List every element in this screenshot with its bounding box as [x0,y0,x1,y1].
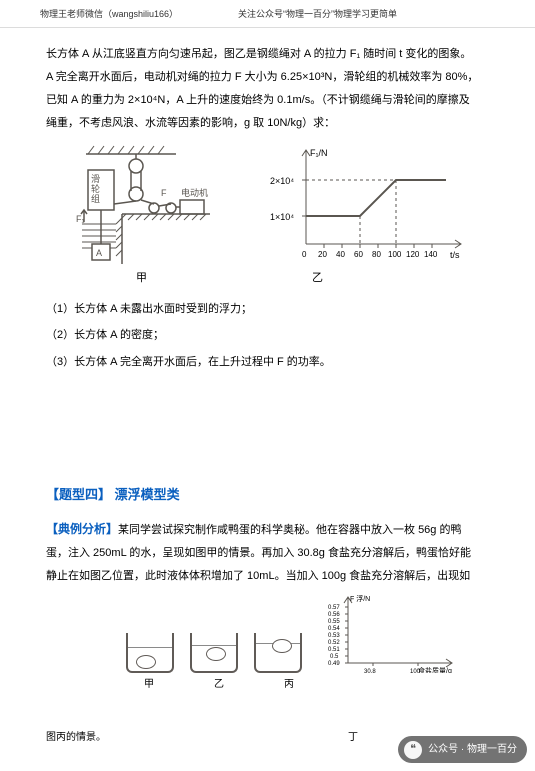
svg-text:60: 60 [354,250,363,259]
svg-text:30.8: 30.8 [364,669,376,673]
svg-text:0: 0 [302,250,307,259]
example-para-1: 【典例分析】某同学尝试探究制作咸鸭蛋的科学奥秘。他在容器中放入一枚 56g 的鸭 [46,518,503,541]
svg-text:0.56: 0.56 [328,612,340,618]
svg-text:0.55: 0.55 [328,619,340,625]
block-label: A [96,248,102,258]
svg-text:80: 80 [372,250,381,259]
svg-text:0.52: 0.52 [328,640,340,646]
spacer [46,379,503,459]
diagram-apparatus: F 滑 轮 组 电动机 F₁ A [76,144,216,264]
svg-text:120: 120 [406,250,420,259]
figure-label-right: 乙 [312,268,323,289]
chart1-x-label: t/s [450,250,460,260]
example-line-2: 蛋，注入 250mL 的水，呈现如图甲的情景。再加入 30.8g 食盐充分溶解后… [46,543,503,564]
wechat-text: 公众号 · 物理一百分 [428,740,517,759]
svg-text:轮: 轮 [91,183,100,194]
section-heading: 【题型四】 漂浮模型类 [46,483,503,508]
footer-text-right: 丁 [348,728,358,747]
intro-line-2: A 完全离开水面后，电动机对绳的拉力 F 大小为 6.25×10³N，滑轮组的机… [46,67,503,88]
svg-text:0.57: 0.57 [328,605,340,611]
page-body: 长方体 A 从江底竖直方向匀速吊起，图乙是钢缆绳对 A 的拉力 F₁ 随时间 t… [0,28,535,693]
chart1-ytick-2: 2×10⁴ [270,176,294,186]
question-3: （3）长方体 A 完全离开水面后，在上升过程中 F 的功率。 [46,352,503,373]
example-line-3: 静止在如图乙位置，此时液体体积增加了 10mL。当加入 100g 食盐充分溶解后… [46,566,503,587]
motor-label: 电动机 [181,187,208,198]
wechat-badge[interactable]: ❝ 公众号 · 物理一百分 [398,736,527,763]
chart2-x-label: 食盐质量/g [418,666,452,673]
intro-line-4: 绳重，不考虑风浪、水流等因素的影响，g 取 10N/kg）求： [46,113,503,134]
figure-row-2: F 浮/N 食盐质量/g 0.57 0.56 0.55 0.54 0.53 0.… [126,593,503,673]
page-header: 物理王老师微信（wangshiliu166） 关注公众号“物理一百分”物理学习更… [0,0,535,28]
svg-text:0.54: 0.54 [328,626,340,632]
beaker-b [190,633,238,673]
svg-text:100: 100 [388,250,402,259]
svg-text:0.53: 0.53 [328,633,340,639]
figure-row-1: F 滑 轮 组 电动机 F₁ A [76,144,503,264]
beaker-c [254,633,302,673]
beaker-labels: 甲 乙 丙 [126,675,503,694]
intro-line-3: 已知 A 的重力为 2×10⁴N，A 上升的速度始终为 0.1m/s。（不计钢缆… [46,90,503,111]
svg-text:20: 20 [318,250,327,259]
example-heading: 【典例分析】 [46,522,118,536]
svg-text:40: 40 [336,250,345,259]
chart1-ytick-1: 1×10⁴ [270,212,294,222]
chart1-y-label: F₁/N [310,148,328,158]
svg-text:0.49: 0.49 [328,661,340,667]
footer-text-left: 图丙的情景。 [46,728,106,747]
svg-text:140: 140 [424,250,438,259]
figure-label-left: 甲 [136,268,147,289]
svg-text:0.5: 0.5 [330,654,339,660]
svg-text:组: 组 [91,193,100,204]
intro-line-1: 长方体 A 从江底竖直方向匀速吊起，图乙是钢缆绳对 A 的拉力 F₁ 随时间 t… [46,44,503,65]
svg-text:0.51: 0.51 [328,647,340,653]
chart-buoyancy-salt: F 浮/N 食盐质量/g 0.57 0.56 0.55 0.54 0.53 0.… [318,593,458,673]
example-line-1: 某同学尝试探究制作咸鸭蛋的科学奥秘。他在容器中放入一枚 56g 的鸭 [118,524,461,536]
svg-text:滑: 滑 [91,174,100,184]
chart-force-time: F₁/N t/s 2×10⁴ 1×10⁴ 0 20 40 60 80 100 1… [266,144,466,264]
question-1: （1）长方体 A 未露出水面时受到的浮力； [46,299,503,320]
header-right: 关注公众号“物理一百分”物理学习更简单 [238,6,397,23]
svg-text:F: F [161,188,167,198]
svg-text:100: 100 [410,669,421,673]
wechat-icon: ❝ [404,741,422,759]
beaker-a [126,633,174,673]
beaker-label-b: 乙 [214,675,224,694]
header-left: 物理王老师微信（wangshiliu166） [40,6,178,23]
question-2: （2）长方体 A 的密度； [46,325,503,346]
beaker-label-a: 甲 [144,675,154,694]
figure-labels-1: 甲 乙 [76,268,503,289]
beaker-label-c: 丙 [284,675,294,694]
chart2-y-label: F 浮/N [350,594,370,603]
force-label: F₁ [76,214,85,224]
